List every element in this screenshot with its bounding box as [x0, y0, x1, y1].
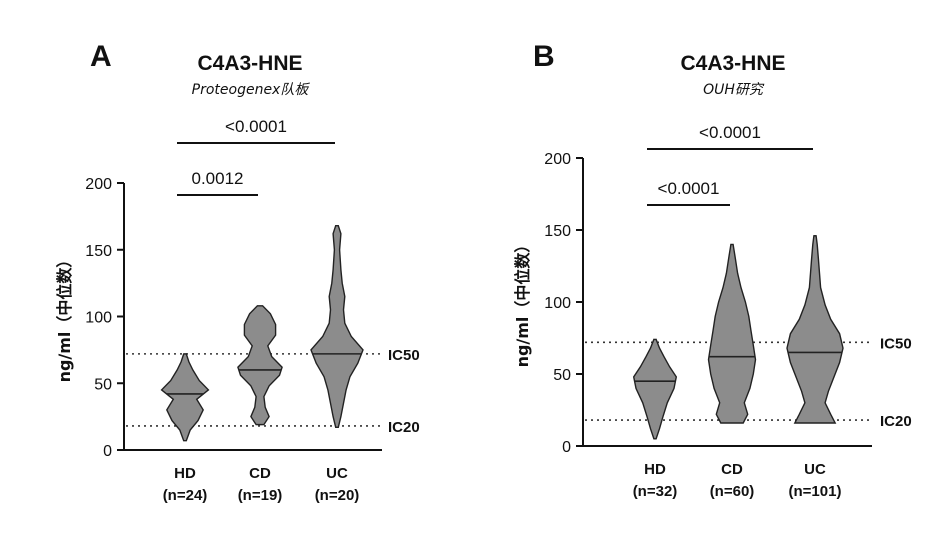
chart-subtitle: Proteogenex队板 [192, 82, 311, 98]
y-tick-label: 200 [544, 151, 571, 168]
violin-hd [160, 353, 210, 442]
y-tick-label: 0 [562, 439, 571, 456]
chart-title: C4A3-HNE [680, 52, 785, 75]
panel-a: A C4A3-HNE Proteogenex队板 ng/ml（中位数） 0 50 1… [55, 40, 420, 504]
x-category-n-label: (n=32) [633, 483, 678, 500]
violin-cd [707, 243, 757, 424]
chart-title: C4A3-HNE [197, 52, 302, 75]
panel-b: B C4A3-HNE OUH研究 ng/ml（中位数） 0 50 100 150 200… [513, 40, 912, 500]
y-tick-label: 100 [85, 310, 112, 327]
y-axis-label: ng/ml（中位数） [55, 252, 74, 383]
violin-hd [632, 338, 678, 440]
x-category-label: CD [249, 465, 271, 482]
y-tick-label: 50 [94, 376, 112, 393]
y-tick-label: 0 [103, 443, 112, 460]
x-category-n-label: (n=101) [789, 483, 842, 500]
p-value-label: <0.0001 [699, 123, 761, 142]
violin-uc [786, 235, 844, 424]
y-tick-label: 150 [85, 243, 112, 260]
y-axis-label: ng/ml（中位数） [513, 237, 532, 368]
y-tick-label: 50 [553, 367, 571, 384]
x-category-label: UC [804, 461, 826, 478]
reference-label-ic20: IC20 [880, 413, 912, 430]
y-tick-label: 200 [85, 176, 112, 193]
x-category-label: HD [174, 465, 196, 482]
x-category-n-label: (n=19) [238, 487, 283, 504]
reference-label-ic50: IC50 [880, 335, 912, 352]
x-category-label: HD [644, 461, 666, 478]
y-tick-label: 150 [544, 223, 571, 240]
x-category-n-label: (n=24) [163, 487, 208, 504]
reference-label-ic20: IC20 [388, 419, 420, 436]
x-category-label: UC [326, 465, 348, 482]
p-value-label: <0.0001 [658, 179, 720, 198]
violin-cd [237, 305, 283, 426]
p-value-label: <0.0001 [225, 117, 287, 136]
violin-uc [310, 224, 364, 429]
p-value-label: 0.0012 [192, 169, 244, 188]
x-category-n-label: (n=60) [710, 483, 755, 500]
chart-subtitle: OUH研究 [703, 82, 765, 98]
panel-label: B [533, 40, 555, 73]
x-category-n-label: (n=20) [315, 487, 360, 504]
reference-label-ic50: IC50 [388, 347, 420, 364]
panel-label: A [90, 40, 112, 73]
x-category-label: CD [721, 461, 743, 478]
y-tick-label: 100 [544, 295, 571, 312]
